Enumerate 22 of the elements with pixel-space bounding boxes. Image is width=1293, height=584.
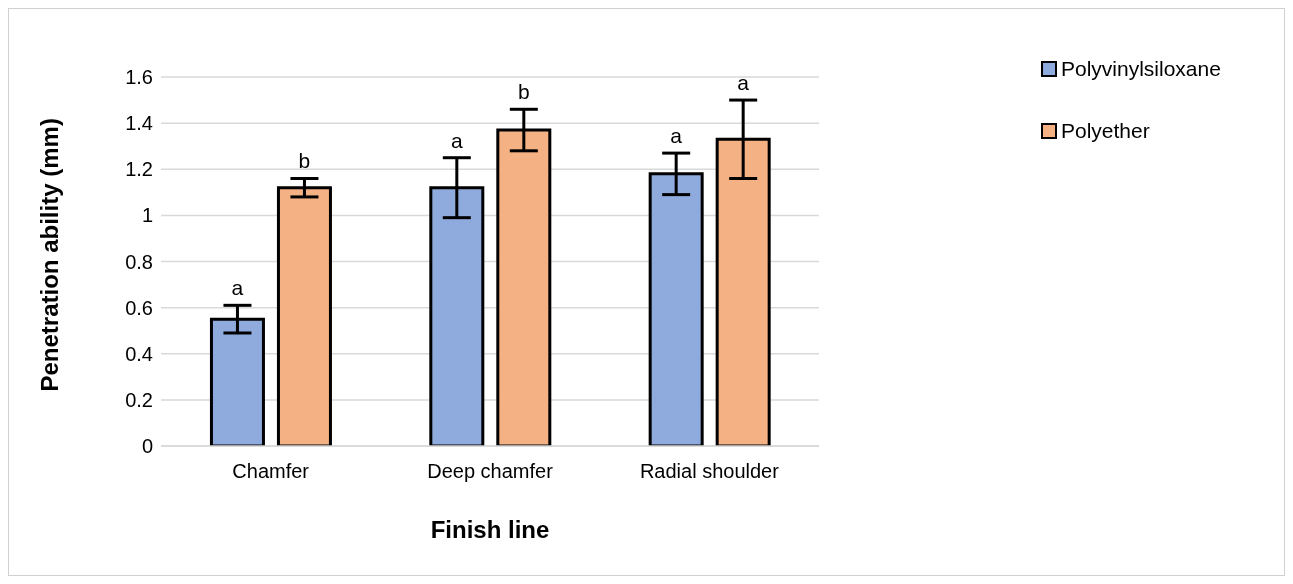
data-label: a (231, 276, 244, 300)
y-tick-label: 0 (141, 435, 153, 458)
data-label: a (737, 70, 750, 94)
y-tick-label: 0.2 (125, 388, 153, 411)
x-tick-label: Deep chamfer (427, 460, 554, 483)
y-tick-label: 0.6 (125, 296, 153, 319)
x-tick-label: Radial shoulder (639, 460, 780, 483)
data-label: b (517, 80, 530, 104)
y-tick-label: 1.4 (125, 112, 153, 135)
data-label: b (298, 149, 311, 173)
x-axis-title: Finish line (430, 516, 550, 543)
y-tick-label: 0.8 (125, 250, 153, 273)
legend-label: Polyvinylsiloxane (1061, 57, 1221, 81)
y-tick-label: 1.6 (125, 66, 153, 89)
y-tick-label: 1.2 (125, 158, 153, 181)
legend-label: Polyether (1061, 119, 1150, 143)
data-label: a (670, 123, 683, 147)
y-tick-label: 1 (141, 204, 153, 227)
data-label: a (450, 128, 463, 152)
y-axis-title: Penetration ability (mm) (35, 118, 63, 392)
y-tick-label: 0.4 (125, 342, 153, 365)
x-tick-label: Chamfer (232, 460, 310, 483)
